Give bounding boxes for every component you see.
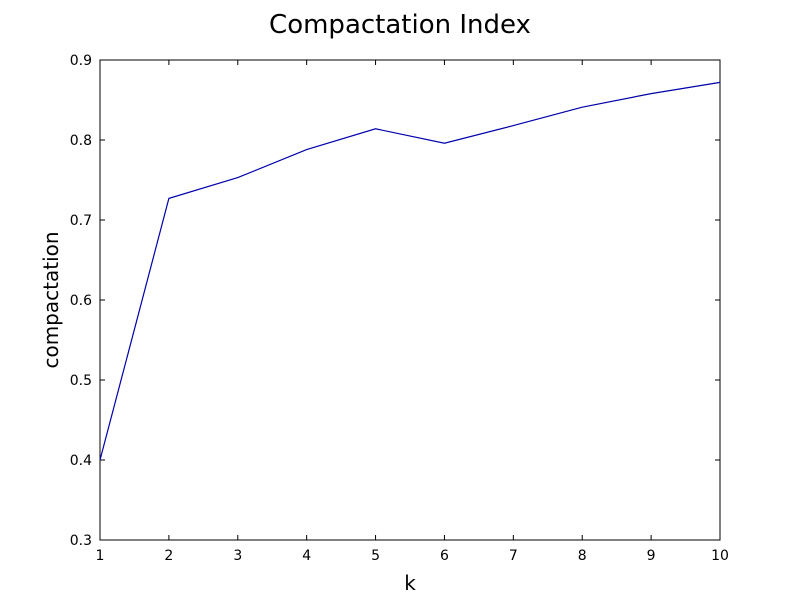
y-tick-label: 0.6	[70, 293, 92, 309]
y-tick-label: 0.4	[70, 453, 92, 469]
plot-frame	[99, 59, 721, 541]
y-tick-label: 0.8	[70, 133, 92, 149]
x-tick-label: 6	[440, 548, 449, 564]
y-tick-label: 0.3	[70, 533, 92, 549]
x-tick-label: 2	[164, 548, 173, 564]
series-line-0	[99, 81, 721, 461]
plot-area: 1 2 3 4 5 6 7 8 9 10 0.3 0.4 0.5 0.6 0.7 0.8 0.9	[70, 53, 729, 564]
y-tick-label: 0.9	[70, 53, 92, 69]
x-tick-label: 3	[233, 548, 242, 564]
x-tick-label: 5	[371, 548, 380, 564]
x-tick-label: 4	[302, 548, 311, 564]
series-layer	[99, 81, 721, 461]
y-axis-ticks: 0.3 0.4 0.5 0.6 0.7 0.8 0.9	[70, 53, 720, 549]
x-tick-label: 8	[578, 548, 587, 564]
chart-title: Compactation Index	[269, 10, 531, 40]
y-tick-label: 0.5	[70, 373, 92, 389]
x-tick-label: 9	[647, 548, 656, 564]
x-axis-label: k	[404, 571, 416, 595]
x-tick-label: 1	[96, 548, 105, 564]
y-axis-label: compactation	[39, 231, 63, 368]
x-tick-label: 7	[509, 548, 518, 564]
x-axis-ticks: 1 2 3 4 5 6 7 8 9 10	[96, 60, 729, 564]
x-tick-label: 10	[711, 548, 729, 564]
y-tick-label: 0.7	[70, 213, 92, 229]
